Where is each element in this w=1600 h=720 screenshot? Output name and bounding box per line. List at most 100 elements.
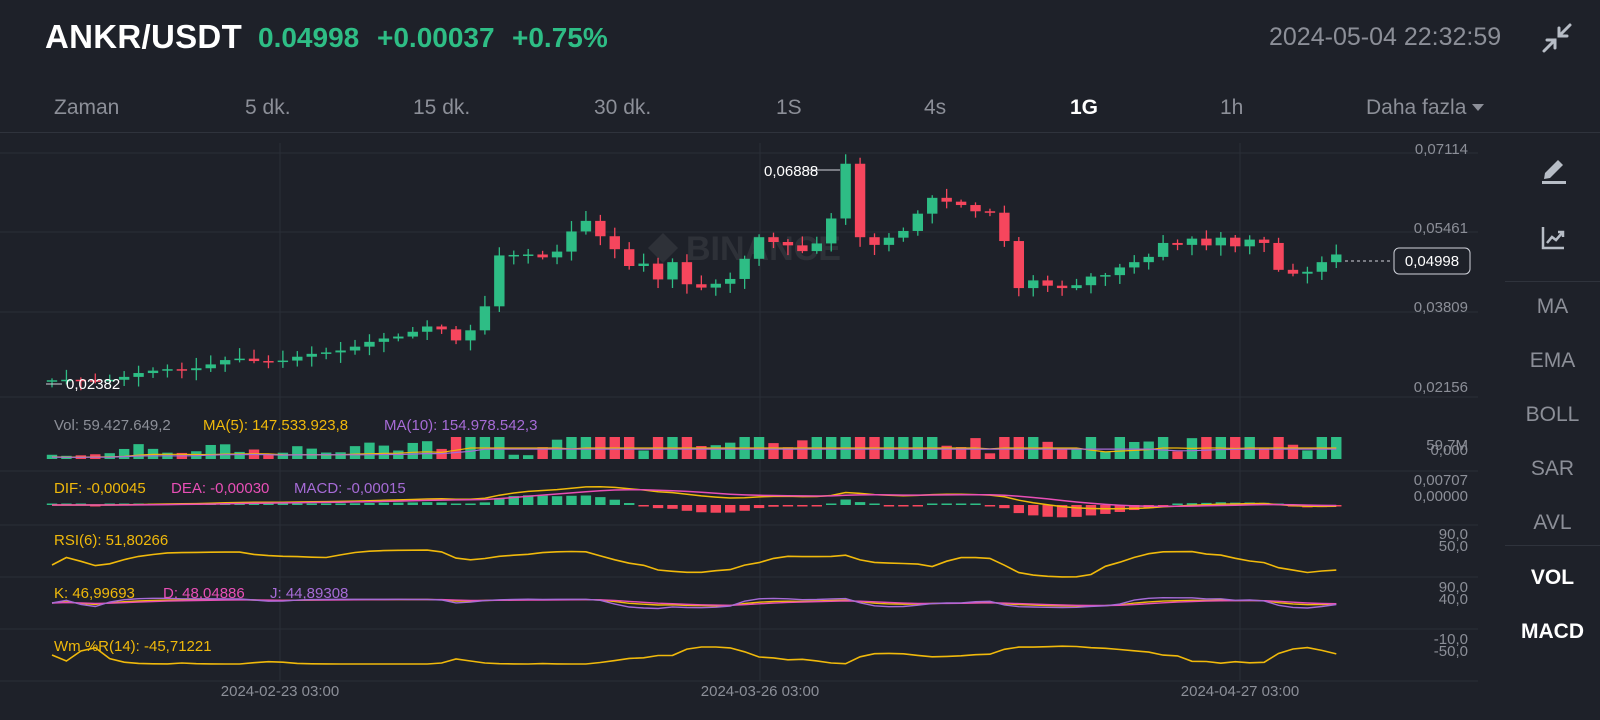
ma-button[interactable]: MA [1536,295,1569,318]
volume-bar [292,446,303,459]
macd-button[interactable]: MACD [1521,620,1584,643]
candle-body [162,369,173,371]
tab-more-label: Daha fazla [1366,96,1467,119]
volume-bar [320,452,332,459]
pair-title: ANKR/USDT [45,18,243,55]
indicator-chart-icon[interactable] [1505,223,1600,259]
avl-button[interactable]: AVL [1533,511,1572,534]
tab-15m[interactable]: 15 dk. [413,96,471,119]
candle-body [1244,239,1255,247]
candle-body [479,306,491,331]
dea-label: DEA: -0,00030 [171,480,270,497]
volume-bar [782,447,794,459]
interval-tabs: Zaman 5 dk. 15 dk. 30 dk. 1S 4s 1G 1h Da… [0,88,1600,133]
candle-body [941,197,952,202]
candle-body [494,255,505,307]
time-axis-label: 2024-04-27 03:00 [1181,683,1299,700]
tab-more[interactable]: Daha fazla [1366,96,1485,120]
macd-bar [768,505,779,507]
candle-body [61,379,72,382]
candle-body [652,263,664,280]
volume-bar [508,454,519,459]
macd-bar [681,505,693,511]
candle-body [219,360,231,365]
draw-pen-icon[interactable] [1505,153,1600,189]
candle-body [133,373,144,377]
volume-bar [263,453,274,459]
candle-body [1287,269,1299,274]
volume-bar [306,448,317,459]
candle-body [320,352,332,354]
candlestick-chart[interactable]: BINANCE 0,06888 0,02382 0,04998 0,07114 … [0,133,1505,720]
volume-bar [1042,441,1053,459]
candle-body [75,379,87,382]
ema-button[interactable]: EMA [1529,349,1576,372]
candle-body [681,262,693,285]
vol-button[interactable]: VOL [1530,566,1575,589]
macd-bar [869,503,880,505]
volume-bar [1302,450,1313,459]
candle-body [147,370,159,374]
volume-axis-label: 0,000 [1430,442,1468,459]
macd-bar [320,503,332,505]
tab-4h[interactable]: 4s [924,96,947,119]
exit-fullscreen-icon[interactable] [1540,21,1574,55]
macd-bar [494,498,505,505]
macd-bar [421,502,433,505]
macd-bar [609,499,620,505]
macd-bar [1085,505,1097,516]
wr-axis-label: -50,0 [1434,643,1468,660]
candle-body [725,278,736,284]
macd-bar [840,499,851,505]
macd-bar [537,495,548,505]
macd-bar [522,495,534,505]
volume-bar [522,455,534,459]
candle-body [1028,280,1039,289]
candle-body [883,237,895,245]
rsi-axis-label: 50,0 [1439,538,1468,555]
candle-body [1186,238,1198,245]
candle-body [522,254,534,256]
volume-bar [450,437,462,459]
macd-bar [696,505,707,513]
dif-label: DIF: -0,00045 [54,480,146,497]
tab-30m[interactable]: 30 dk. [594,96,652,119]
candle-body [624,249,635,266]
macd-bar [797,505,808,507]
tab-5m[interactable]: 5 dk. [245,96,291,119]
tab-zaman[interactable]: Zaman [54,96,120,119]
tab-1w[interactable]: 1h [1220,96,1244,119]
macd-bar [566,495,577,505]
macd-bar [277,503,289,505]
candle-body [205,364,216,369]
candle-body [854,163,866,238]
sar-button[interactable]: SAR [1530,457,1575,480]
candle-body [1157,242,1169,257]
macd-bar [1172,503,1183,505]
boll-button[interactable]: BOLL [1525,403,1580,426]
macd-axis-label: 0,00707 [1414,472,1468,489]
candle-body [1201,238,1212,246]
current-price-value: 0,04998 [1405,253,1459,270]
candle-body [898,230,909,238]
candle-body [176,369,188,371]
volume-bar [1287,444,1299,459]
candle-body [1302,271,1313,274]
macd-bar [970,503,981,505]
macd-bar [753,505,765,509]
candle-body [1013,241,1025,289]
tab-1h[interactable]: 1S [776,96,802,119]
current-price-tag [1393,247,1471,275]
candle-body [90,380,101,382]
kdj-k-label: K: 46,99693 [54,585,135,602]
volume-bar [335,452,346,459]
macd-bar [898,505,909,507]
last-price: 0.04998 [258,22,360,53]
candle-body [263,361,274,363]
volume-bar [1071,448,1082,459]
macd-bar [739,505,750,511]
tab-1d[interactable]: 1G [1070,96,1099,119]
macd-bar [465,503,476,505]
macd-bar [1013,505,1025,514]
candle-body [465,330,476,341]
